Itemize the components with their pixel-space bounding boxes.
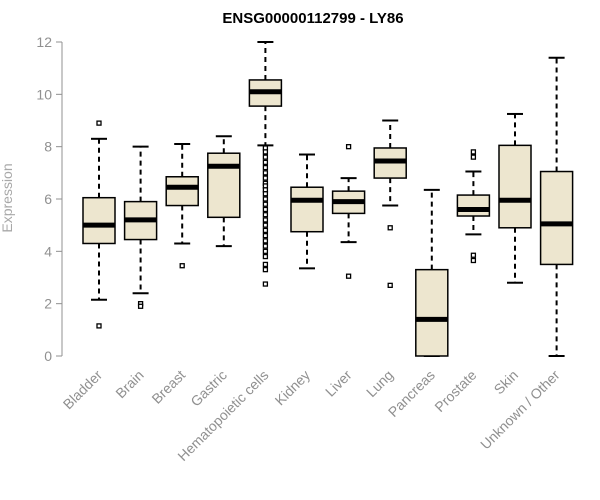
outlier-point — [179, 263, 185, 269]
outlier-point — [387, 282, 393, 289]
outlier-point — [345, 144, 352, 150]
box-skin — [498, 112, 532, 284]
outlier-point — [262, 191, 269, 197]
y-tick-label: 0 — [44, 348, 52, 364]
y-tick-label: 10 — [36, 86, 52, 102]
outlier-point — [262, 222, 269, 228]
outlier-point — [262, 261, 269, 268]
x-tick-label: Brain — [112, 367, 146, 401]
outlier-point — [262, 149, 269, 155]
outlier-point — [96, 120, 102, 126]
box-pancreas — [415, 188, 449, 357]
box-kidney — [290, 153, 324, 270]
box-hematopoietic-cells — [248, 41, 283, 287]
outlier-point — [470, 154, 477, 160]
outlier-point — [262, 212, 269, 218]
x-tick-label: Liver — [322, 367, 355, 400]
outlier-point — [262, 248, 269, 254]
x-tick-label: Kidney — [272, 367, 314, 409]
iqr-box — [498, 144, 532, 229]
box-liver — [331, 144, 366, 279]
outlier-point — [262, 175, 269, 181]
box-gastric — [207, 135, 241, 248]
boxes — [82, 41, 574, 357]
chart-title: ENSG00000112799 - LY86 — [222, 10, 403, 27]
box-prostate — [456, 149, 491, 264]
box-lung — [373, 119, 407, 289]
x-tick-label: Skin — [491, 367, 522, 398]
outlier-point — [262, 253, 269, 260]
iqr-box — [415, 268, 449, 357]
outlier-point — [262, 154, 269, 160]
outlier-point — [470, 257, 477, 264]
outlier-point — [262, 159, 269, 166]
outlier-point — [262, 243, 269, 249]
iqr-box — [290, 186, 324, 233]
iqr-box — [539, 170, 574, 266]
y-tick-label: 6 — [44, 191, 52, 207]
y-axis: 0 2 4 6 8 10 12 — [36, 34, 63, 364]
box-unknown-other — [539, 56, 574, 357]
outlier-point — [262, 201, 269, 207]
iqr-box — [165, 176, 199, 207]
outlier-point — [262, 206, 269, 213]
iqr-box — [82, 196, 116, 245]
x-tick-label: Bladder — [60, 367, 106, 413]
box-bladder — [82, 120, 116, 329]
y-tick-label: 12 — [36, 34, 52, 50]
outlier-point — [262, 196, 269, 202]
outlier-point — [262, 232, 269, 239]
outlier-point — [96, 323, 102, 329]
y-tick-label: 4 — [44, 243, 52, 259]
outlier-point — [137, 303, 144, 309]
y-tick-label: 2 — [44, 296, 52, 312]
iqr-box — [207, 152, 241, 219]
outlier-point — [262, 227, 269, 234]
outlier-point — [262, 164, 269, 171]
outlier-point — [387, 225, 393, 231]
x-tick-label: Lung — [363, 367, 396, 400]
box-breast — [165, 143, 199, 269]
outlier-point — [262, 266, 269, 273]
x-tick-label: Breast — [148, 367, 188, 407]
box-brain — [123, 145, 158, 309]
x-tick-label: Prostate — [431, 367, 479, 415]
outlier-point — [262, 170, 269, 176]
y-axis-label: Expression — [0, 163, 15, 232]
outlier-point — [262, 238, 269, 244]
outlier-point — [470, 149, 477, 155]
y-tick-label: 8 — [44, 139, 52, 155]
outlier-point — [262, 281, 269, 287]
iqr-box — [456, 194, 491, 217]
outlier-point — [470, 252, 477, 258]
outlier-point — [345, 273, 352, 279]
outlier-point — [262, 217, 269, 223]
x-tick-label: Unknown / Other — [477, 367, 563, 453]
